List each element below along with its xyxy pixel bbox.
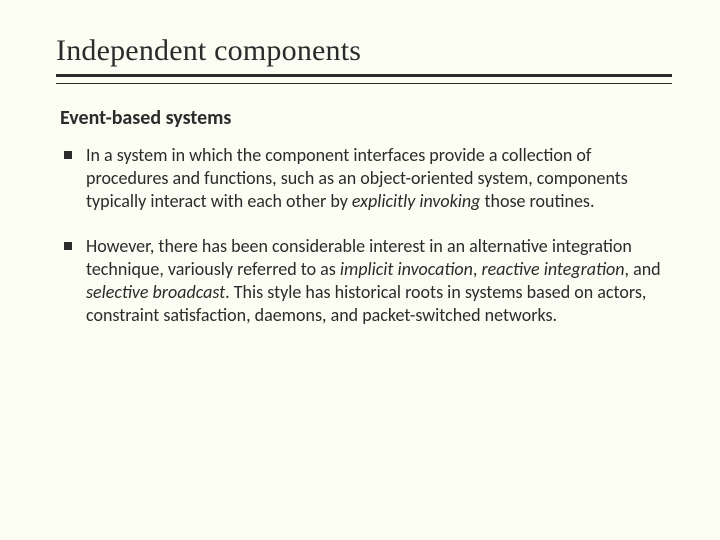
body-text: those routines.	[480, 190, 594, 212]
slide-subtitle: Event-based systems	[60, 106, 672, 130]
title-underline	[56, 74, 672, 84]
italic-text: selective broadcast	[86, 281, 225, 303]
slide: Independent components Event-based syste…	[0, 0, 720, 540]
italic-text: implicit invocation	[340, 258, 473, 280]
bullet-list: In a system in which the component inter…	[56, 144, 672, 327]
body-text: , and	[625, 258, 661, 280]
slide-title: Independent components	[56, 34, 672, 68]
list-item: However, there has been considerable int…	[60, 235, 666, 327]
italic-text: reactive integration	[481, 258, 624, 280]
list-item: In a system in which the component inter…	[60, 144, 666, 213]
italic-text: explicitly invoking	[352, 190, 481, 212]
